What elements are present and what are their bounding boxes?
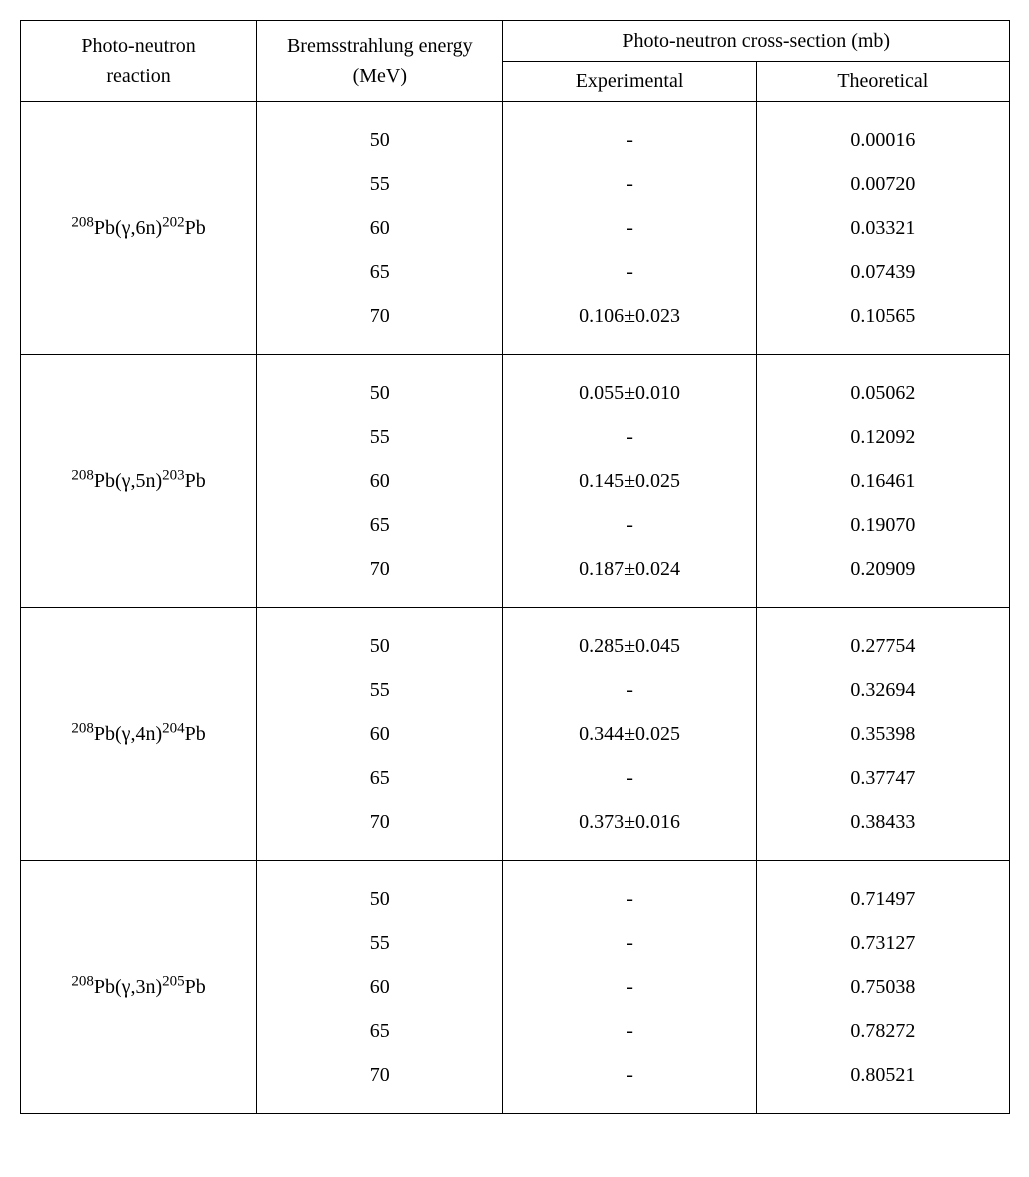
- experimental-cell: ----0.106±0.023: [503, 102, 756, 355]
- header-cross-section: Photo-neutron cross-section (mb): [503, 21, 1010, 62]
- header-energy: Bremsstrahlung energy(MeV): [257, 21, 503, 102]
- reaction-cell: 208Pb(γ,4n)204Pb: [21, 608, 257, 861]
- theoretical-cell: 0.714970.731270.750380.782720.80521: [756, 861, 1009, 1114]
- table-row: 208Pb(γ,6n)202Pb5055606570----0.106±0.02…: [21, 102, 1010, 355]
- theoretical-cell: 0.050620.120920.164610.190700.20909: [756, 355, 1009, 608]
- energy-cell: 5055606570: [257, 861, 503, 1114]
- table-header: Photo-neutronreaction Bremsstrahlung ene…: [21, 21, 1010, 102]
- header-theoretical: Theoretical: [756, 61, 1009, 102]
- table-row: 208Pb(γ,3n)205Pb5055606570-----0.714970.…: [21, 861, 1010, 1114]
- theoretical-cell: 0.277540.326940.353980.377470.38433: [756, 608, 1009, 861]
- table-row: 208Pb(γ,5n)203Pb50556065700.055±0.010-0.…: [21, 355, 1010, 608]
- experimental-cell: -----: [503, 861, 756, 1114]
- header-experimental: Experimental: [503, 61, 756, 102]
- experimental-cell: 0.055±0.010-0.145±0.025-0.187±0.024: [503, 355, 756, 608]
- table-row: 208Pb(γ,4n)204Pb50556065700.285±0.045-0.…: [21, 608, 1010, 861]
- reaction-cell: 208Pb(γ,3n)205Pb: [21, 861, 257, 1114]
- header-reaction: Photo-neutronreaction: [21, 21, 257, 102]
- cross-section-table: Photo-neutronreaction Bremsstrahlung ene…: [20, 20, 1010, 1114]
- reaction-cell: 208Pb(γ,5n)203Pb: [21, 355, 257, 608]
- energy-cell: 5055606570: [257, 355, 503, 608]
- energy-cell: 5055606570: [257, 608, 503, 861]
- reaction-cell: 208Pb(γ,6n)202Pb: [21, 102, 257, 355]
- table-body: 208Pb(γ,6n)202Pb5055606570----0.106±0.02…: [21, 102, 1010, 1114]
- theoretical-cell: 0.000160.007200.033210.074390.10565: [756, 102, 1009, 355]
- energy-cell: 5055606570: [257, 102, 503, 355]
- experimental-cell: 0.285±0.045-0.344±0.025-0.373±0.016: [503, 608, 756, 861]
